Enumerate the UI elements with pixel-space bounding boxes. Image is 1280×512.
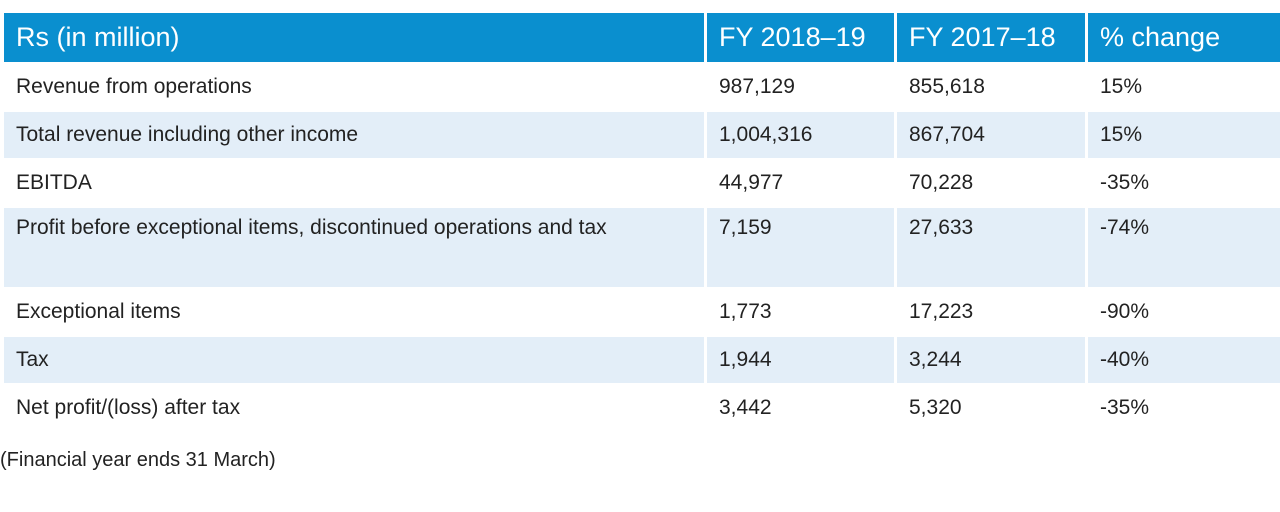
row-label: Exceptional items — [4, 289, 707, 337]
cell-fy-2017-18: 17,223 — [897, 289, 1088, 337]
header-fy-2017-18: FY 2017–18 — [897, 13, 1088, 64]
header-fy-2018-19: FY 2018–19 — [707, 13, 897, 64]
cell-percent-change: -35% — [1088, 160, 1280, 208]
cell-fy-2017-18: 70,228 — [897, 160, 1088, 208]
table-row: Net profit/(loss) after tax 3,442 5,320 … — [4, 385, 1280, 433]
cell-fy-2018-19: 44,977 — [707, 160, 897, 208]
row-label: Net profit/(loss) after tax — [4, 385, 707, 433]
cell-fy-2018-19: 7,159 — [707, 208, 897, 289]
cell-fy-2018-19: 1,773 — [707, 289, 897, 337]
table-row: Revenue from operations 987,129 855,618 … — [4, 64, 1280, 112]
row-label: EBITDA — [4, 160, 707, 208]
row-label: Tax — [4, 337, 707, 385]
cell-fy-2018-19: 3,442 — [707, 385, 897, 433]
cell-fy-2017-18: 5,320 — [897, 385, 1088, 433]
table-row: Tax 1,944 3,244 -40% — [4, 337, 1280, 385]
cell-fy-2018-19: 1,004,316 — [707, 112, 897, 160]
table-row: Total revenue including other income 1,0… — [4, 112, 1280, 160]
table-row: Profit before exceptional items, discont… — [4, 208, 1280, 289]
header-percent-change: % change — [1088, 13, 1280, 64]
cell-fy-2017-18: 27,633 — [897, 208, 1088, 289]
header-units: Rs (in million) — [4, 13, 707, 64]
financial-summary-table: Rs (in million) FY 2018–19 FY 2017–18 % … — [4, 13, 1280, 433]
table-row: EBITDA 44,977 70,228 -35% — [4, 160, 1280, 208]
row-label: Total revenue including other income — [4, 112, 707, 160]
cell-percent-change: -35% — [1088, 385, 1280, 433]
cell-fy-2017-18: 867,704 — [897, 112, 1088, 160]
cell-percent-change: 15% — [1088, 112, 1280, 160]
row-label: Profit before exceptional items, discont… — [4, 208, 707, 289]
cell-percent-change: -90% — [1088, 289, 1280, 337]
table-row: Exceptional items 1,773 17,223 -90% — [4, 289, 1280, 337]
cell-fy-2018-19: 1,944 — [707, 337, 897, 385]
footnote: (Financial year ends 31 March) — [0, 449, 276, 471]
cell-fy-2017-18: 855,618 — [897, 64, 1088, 112]
cell-percent-change: 15% — [1088, 64, 1280, 112]
cell-percent-change: -40% — [1088, 337, 1280, 385]
cell-fy-2018-19: 987,129 — [707, 64, 897, 112]
cell-percent-change: -74% — [1088, 208, 1280, 289]
row-label: Revenue from operations — [4, 64, 707, 112]
cell-fy-2017-18: 3,244 — [897, 337, 1088, 385]
table-header-row: Rs (in million) FY 2018–19 FY 2017–18 % … — [4, 13, 1280, 64]
